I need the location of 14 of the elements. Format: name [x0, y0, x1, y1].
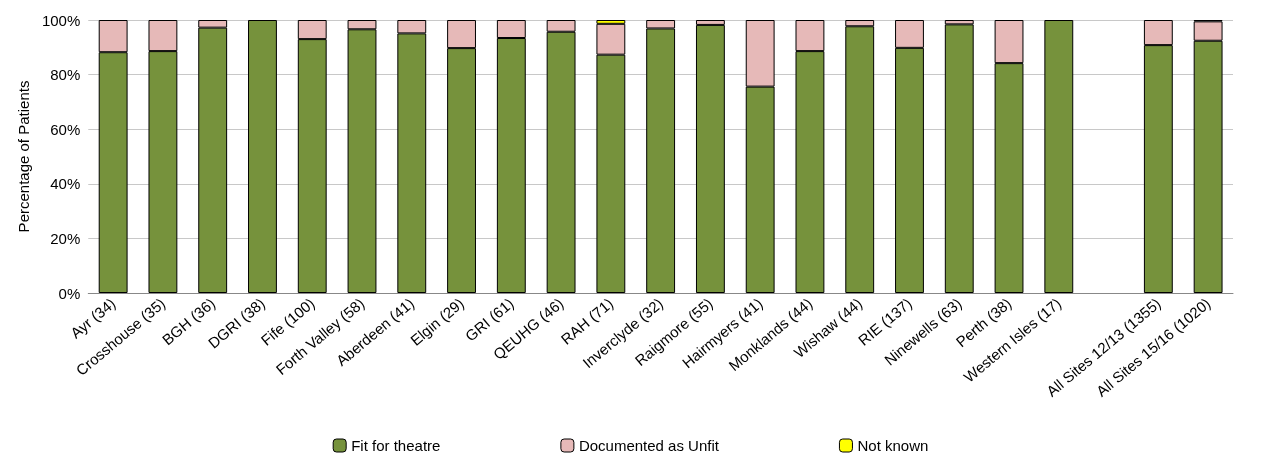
- y-tick-label: 0%: [58, 284, 81, 302]
- bar: [944, 24, 974, 293]
- y-tick-label: 100%: [41, 11, 81, 29]
- y-axis-title: Percentage of Patients: [15, 80, 32, 233]
- bar: [1044, 20, 1074, 293]
- y-tick-label: 80%: [50, 66, 81, 84]
- legend-label: Documented as Unfit: [578, 437, 720, 454]
- y-tick-label: 60%: [50, 120, 81, 138]
- y-tick-label: 20%: [50, 229, 81, 247]
- bar: [695, 24, 725, 293]
- y-tick-label: 40%: [50, 175, 81, 193]
- bar: [248, 20, 277, 293]
- legend-label: Not known: [857, 437, 929, 454]
- legend-label: Fit for theatre: [351, 437, 441, 454]
